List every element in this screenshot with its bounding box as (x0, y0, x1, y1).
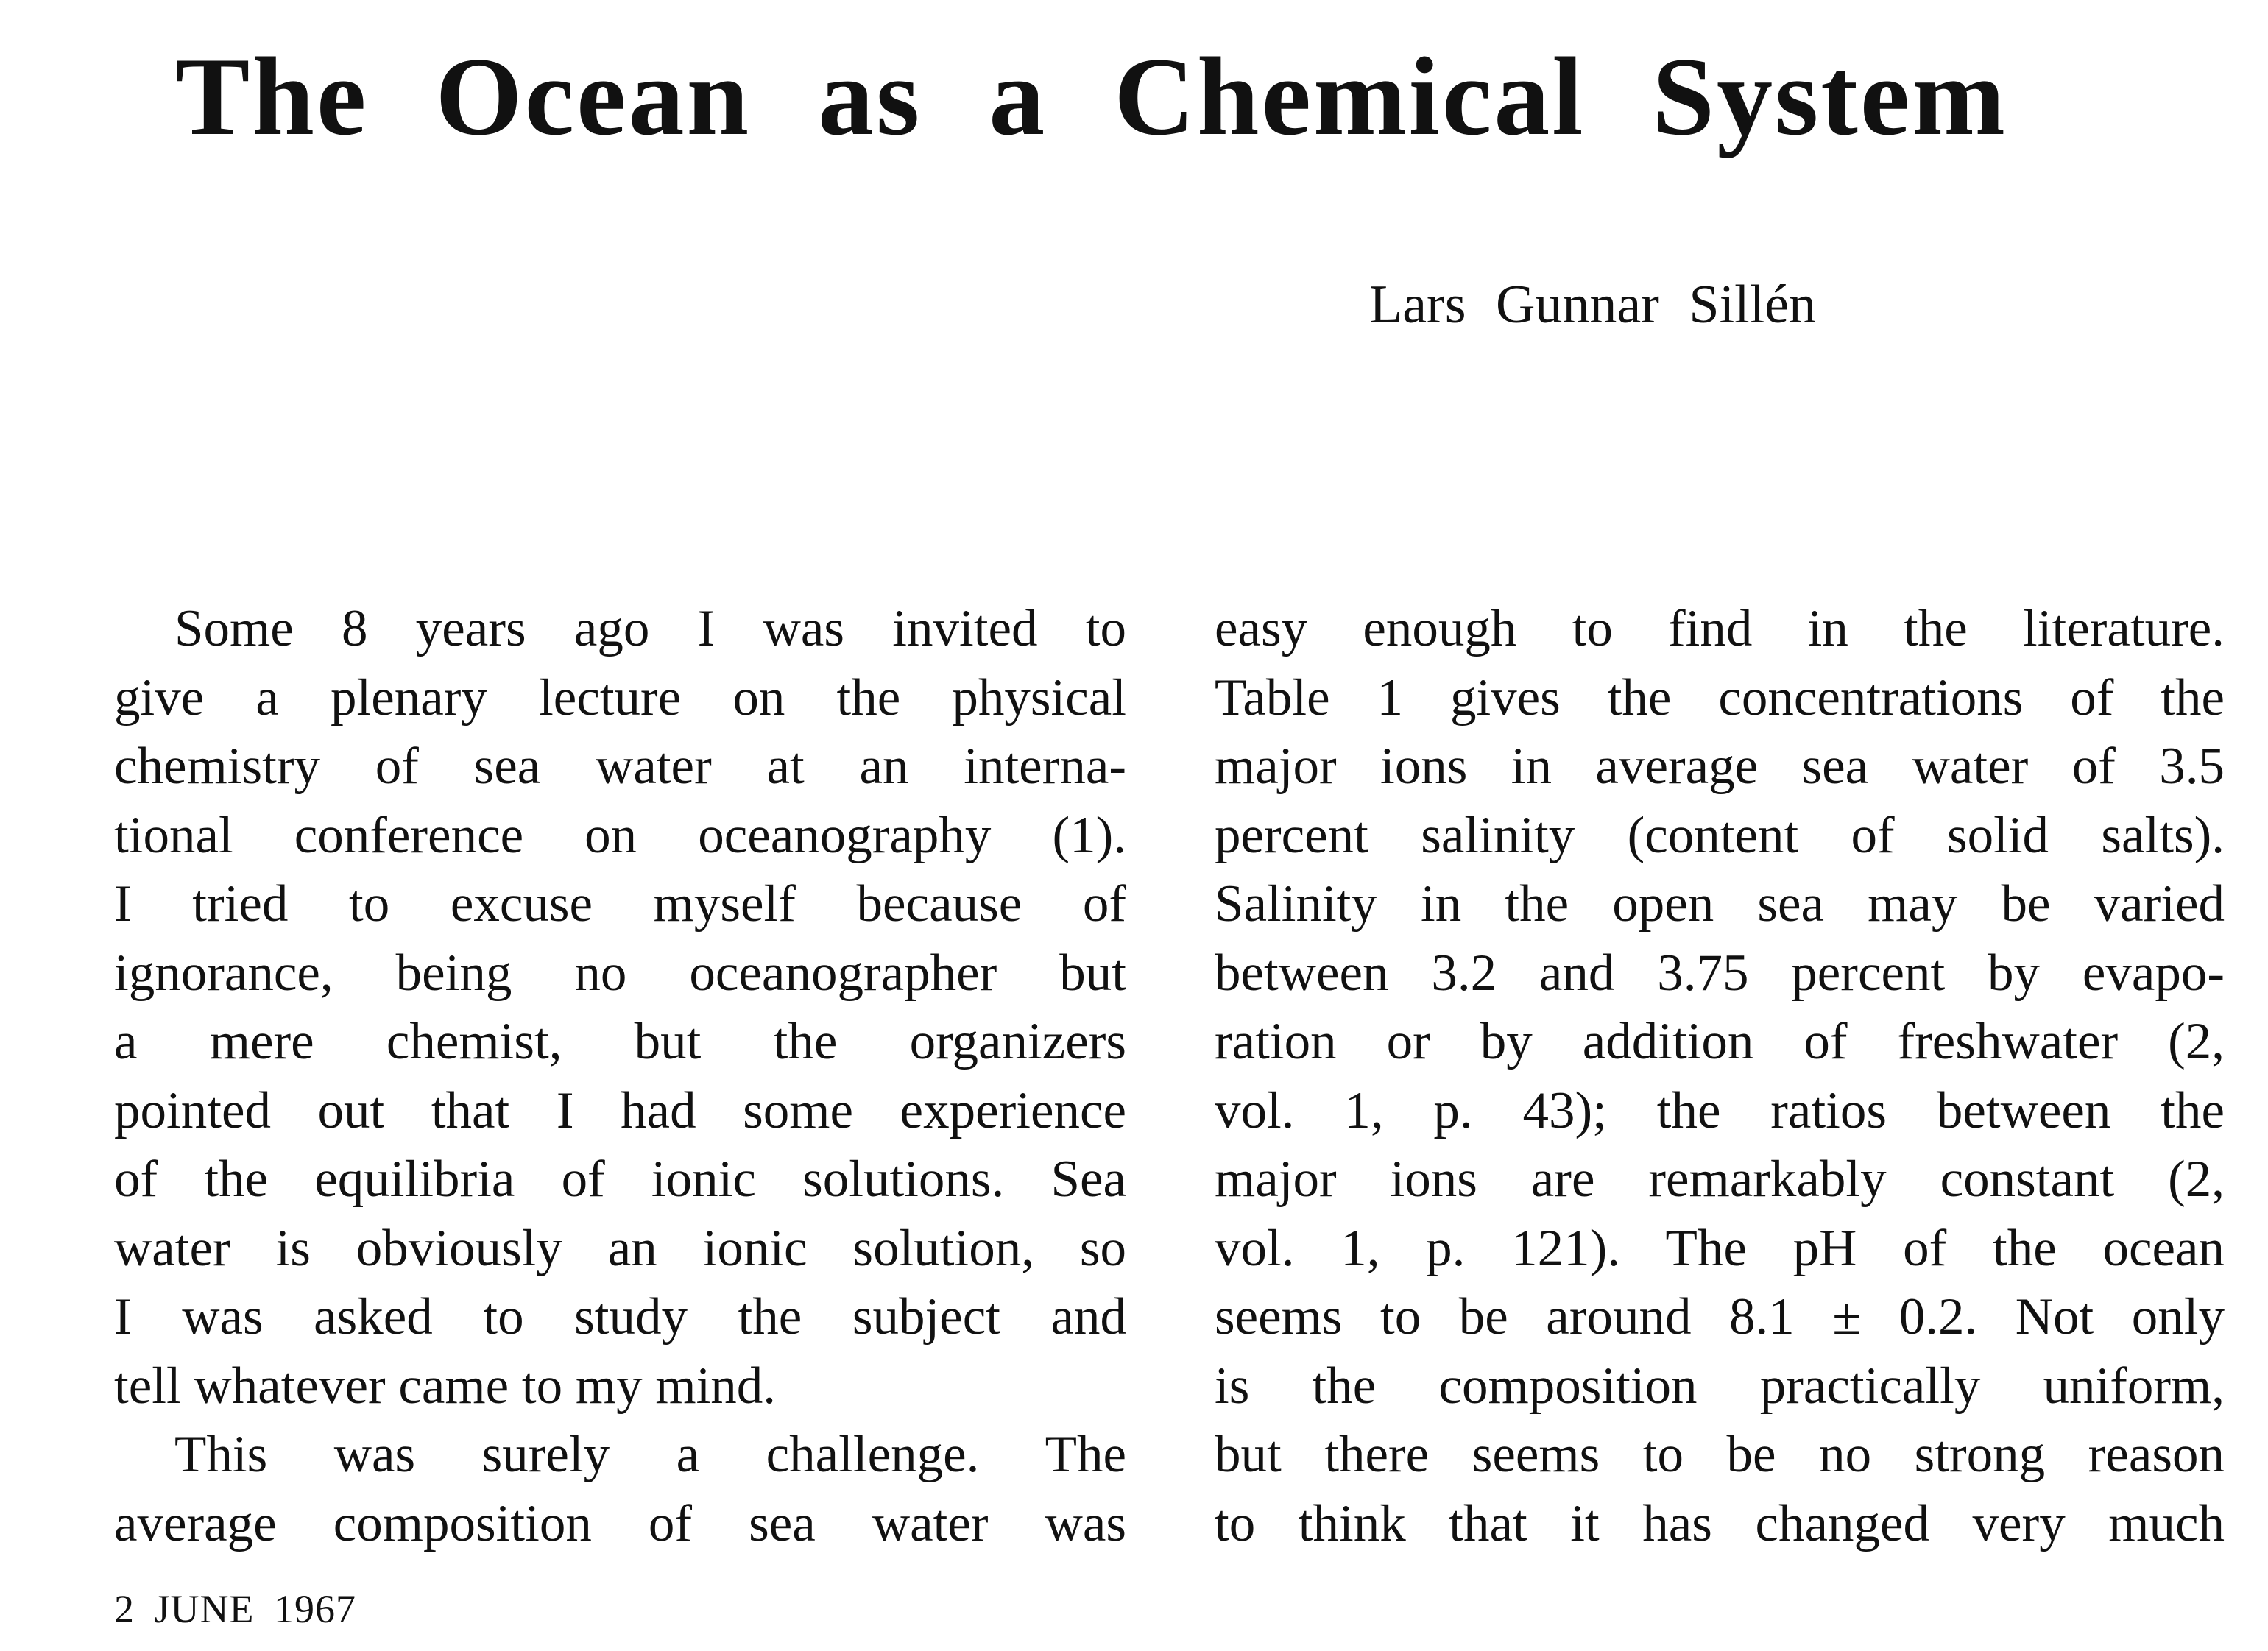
text-line: seems to be around 8.1 ± 0.2. Not only (1215, 1288, 2225, 1346)
text-line: percent salinity (content of solid salts… (1215, 806, 2225, 864)
article-title: The Ocean as a Chemical System (175, 35, 2007, 158)
text-line: is the composition practically uniform, (1215, 1357, 2225, 1415)
text-line: tell whatever came to my mind. (114, 1357, 777, 1415)
text-line: major ions in average sea water of 3.5 (1215, 738, 2225, 795)
text-line: pointed out that I had some experience (114, 1081, 1126, 1139)
text-line: vol. 1, p. 121). The pH of the ocean (1215, 1219, 2225, 1277)
text-line: but there seems to be no strong reason (1215, 1426, 2225, 1483)
text-line: give a plenary lecture on the physical (114, 668, 1126, 726)
text-line: I tried to excuse myself because of (114, 875, 1126, 933)
text-line: ignorance, being no oceanographer but (114, 944, 1126, 1002)
text-line: Some 8 years ago I was invited to (174, 600, 1126, 657)
author-name: Lars Gunnar Sillén (1369, 275, 1817, 335)
text-line: water is obviously an ionic solution, so (114, 1219, 1126, 1277)
text-line: chemistry of sea water at an interna- (114, 738, 1126, 795)
text-line: a mere chemist, but the organizers (114, 1013, 1126, 1070)
left-text-column: Some 8 years ago I was invited to give a… (114, 595, 1126, 1558)
text-line: easy enough to find in the literature. (1215, 600, 2225, 657)
text-line: to think that it has changed very much (1215, 1494, 2225, 1552)
text-line: of the equilibria of ionic solutions. Se… (114, 1150, 1126, 1208)
text-line: ration or by addition of freshwater (2, (1215, 1013, 2225, 1070)
issue-date: 2 JUNE 1967 (114, 1587, 356, 1631)
text-line: between 3.2 and 3.75 percent by evapo- (1215, 944, 2225, 1002)
text-line: vol. 1, p. 43); the ratios between the (1215, 1081, 2225, 1139)
text-line: I was asked to study the subject and (114, 1288, 1126, 1346)
text-line: tional conference on oceanography (1). (114, 806, 1126, 864)
text-line: This was surely a challenge. The (174, 1426, 1126, 1483)
text-line: average composition of sea water was (114, 1494, 1126, 1552)
text-line: Salinity in the open sea may be varied (1215, 875, 2225, 933)
text-line: major ions are remarkably constant (2, (1215, 1150, 2225, 1208)
right-text-column: easy enough to find in the literature. T… (1215, 595, 2225, 1558)
text-line: Table 1 gives the concentrations of the (1215, 668, 2225, 726)
